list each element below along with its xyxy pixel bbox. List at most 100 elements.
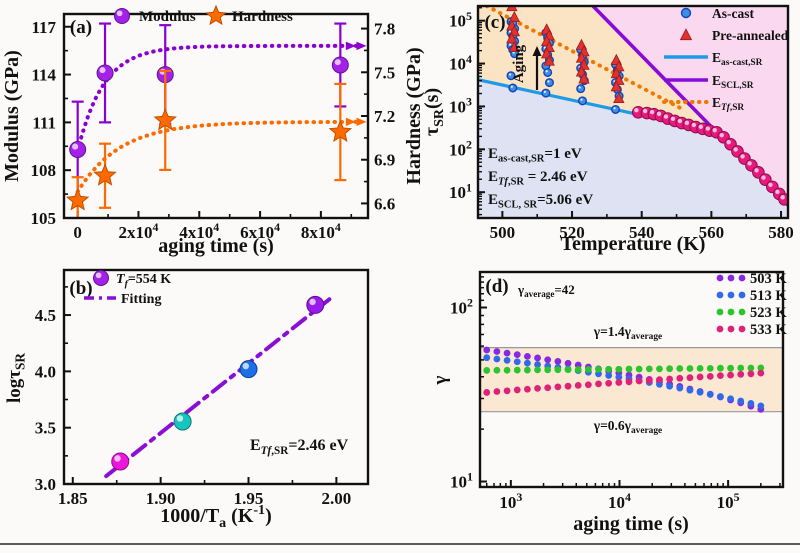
a-y-left-tick-label: 114	[31, 66, 56, 85]
b-x-axis: 1.85 1.90 1.95 2.00	[58, 477, 351, 508]
c-y-tick-label: 103	[449, 95, 472, 117]
d-x-axis-title: aging time (s)	[573, 513, 689, 535]
d-gamma-average-annotation: γaverage=42	[517, 282, 575, 299]
a-x-axis-title: aging time (s)	[158, 235, 274, 257]
c-legend-label: ESCL,SR	[712, 73, 754, 91]
c-aging-annotation: Aging	[511, 44, 542, 90]
c-energy-annotation: ETf,SR = 2.46 eV	[488, 169, 588, 188]
b-x-tick-label: 1.85	[58, 489, 88, 508]
d-series-523K	[483, 364, 765, 374]
a-y-left-tick-label: 111	[32, 113, 56, 132]
panel-c-chart: 500 520 540 560 580 101 102 103 104 105 Temperatur…	[421, 4, 794, 255]
a-x-tick-label: 0	[73, 223, 82, 242]
c-y-tick-label: 101	[449, 180, 472, 202]
a-x-tick-label: 4x104	[179, 220, 219, 242]
a-x-tick-label: 2x104	[119, 220, 159, 242]
d-legend-label: 513 K	[750, 288, 787, 304]
c-energy-annotation: ESCL, SR=5.06 eV	[488, 192, 593, 211]
c-x-tick-label: 540	[629, 223, 655, 242]
a-data	[65, 22, 367, 218]
c-x-tick-label: 520	[559, 223, 585, 242]
d-legend-label: 533 K	[750, 322, 787, 338]
a-y-right-tick-label: 6.6	[374, 194, 395, 213]
a-y-left-axis-title: Modulus (GPa)	[1, 50, 23, 182]
c-y-tick-label: 104	[449, 52, 472, 74]
b-legend: Tf=554 K Fitting	[84, 270, 171, 307]
c-y-axis-title: τSR(s)	[421, 88, 447, 136]
d-series-533K	[483, 369, 765, 396]
b-x-tick-label: 1.95	[234, 489, 264, 508]
a-y-axis-left: 105 108 111 114 117	[31, 18, 71, 228]
d-y-axis-title: γ	[430, 375, 451, 385]
b-fit-line	[104, 297, 332, 479]
d-x-axis: 103 104 105	[486, 480, 781, 512]
a-y-right-tick-label: 7.8	[374, 20, 395, 39]
b-y-axis-title: logτSR	[4, 353, 28, 403]
d-panel-label: (d)	[485, 276, 508, 297]
a-y-right-tick-label: 6.9	[374, 151, 395, 170]
a-x-axis: 0 2x104 4x104 6x104 8x104	[73, 211, 353, 242]
a-panel-label: (a)	[70, 17, 92, 38]
panel-b: 1.85 1.90 1.95 2.00 3.0 3.5 4.0 4.5 1000/Ta (K-1…	[0, 258, 400, 550]
a-y-right-tick-label: 7.5	[374, 63, 395, 82]
panel-b-chart: 1.85 1.90 1.95 2.00 3.0 3.5 4.0 4.5 1000/Ta (K-1…	[4, 268, 370, 531]
b-points	[111, 295, 325, 471]
d-y-axis: 101 102	[450, 276, 487, 492]
c-x-tick-label: 580	[768, 223, 794, 242]
c-x-tick-label: 560	[699, 223, 725, 242]
a-y-left-tick-label: 117	[31, 18, 56, 37]
a-y-right-axis-title: Hardness (GPa)	[403, 47, 425, 184]
c-aging-label: Aging	[511, 44, 527, 83]
c-y-tick-label: 102	[449, 138, 472, 160]
a-y-left-tick-label: 105	[31, 209, 57, 228]
b-y-tick-label: 3.0	[35, 475, 56, 494]
c-energy-annotation: Eas-cast,SR=1 eV	[488, 146, 582, 165]
d-x-tick-label: 104	[608, 490, 631, 512]
c-legend-label: Eas-cast,SR	[712, 50, 763, 68]
d-band-top-annotation: γ=1.4γaverage	[593, 324, 662, 342]
c-pre-annealed-points	[506, 6, 625, 103]
c-energy-annotations: Eas-cast,SR=1 eV ETf,SR = 2.46 eV ESCL, SR…	[488, 146, 593, 211]
b-y-tick-label: 4.0	[35, 362, 56, 381]
b-x-tick-label: 1.90	[146, 489, 176, 508]
panel-c: 500 520 540 560 580 101 102 103 104 105 Temperatur…	[400, 0, 800, 263]
b-energy-annotation: ETf,SR=2.46 eV	[250, 437, 349, 457]
b-y-tick-label: 4.5	[35, 306, 56, 325]
c-y-axis: 101 102 103 104 105	[449, 7, 485, 216]
d-band-bottom-annotation: γ=0.6γaverage	[593, 418, 662, 436]
c-x-axis: 500 520 540 560 580	[490, 211, 794, 242]
panel-a-chart: 0 2x104 4x104 6x104 8x1041051081111141176.66…	[1, 4, 425, 257]
c-panel-label: (c)	[484, 12, 505, 33]
c-y-tick-label: 105	[449, 9, 472, 31]
b-y-axis: 3.0 3.5 4.0 4.5	[35, 286, 71, 494]
panel-d-chart: 103 104 105 101 102 aging time (s) γ (d) γaverag…	[430, 270, 787, 535]
a-legend-hardness-label: Hardness	[232, 9, 293, 25]
b-legend-tf-label: Tf=554 K	[116, 272, 171, 289]
a-legend-modulus-label: Modulus	[139, 9, 196, 25]
a-x-tick-label: 6x104	[240, 220, 280, 242]
d-y-tick-label: 101	[450, 470, 473, 492]
a-legend: Modulus Hardness	[114, 4, 293, 26]
c-legend: As-cast Pre-annealed Eas-cast,SR ESCL,SR ETf…	[662, 6, 789, 113]
b-x-axis-title: 1000/Ta (K-1)	[160, 503, 271, 531]
d-x-tick-label: 103	[499, 490, 522, 512]
a-y-axis-right: 6.6 6.9 7.2 7.5 7.8	[361, 20, 395, 213]
c-relaxation-spheres	[631, 105, 788, 206]
d-legend-label: 503 K	[750, 271, 787, 287]
panel-d: 103 104 105 101 102 aging time (s) γ (d) γaverag…	[400, 258, 800, 550]
a-x-tick-label: 8x104	[301, 220, 341, 242]
a-hardness-series	[65, 69, 367, 218]
d-x-tick-label: 105	[717, 490, 740, 512]
c-legend-label: Pre-annealed	[712, 28, 789, 43]
c-x-tick-label: 500	[490, 223, 516, 242]
a-modulus-series	[69, 22, 367, 199]
b-panel-label: (b)	[69, 278, 92, 299]
c-x-axis-title: Temperature (K)	[561, 233, 706, 255]
d-y-tick-label: 102	[450, 296, 473, 318]
panel-a: 0 2x104 4x104 6x104 8x104 105 108 111 114 117 6.6 6…	[0, 0, 440, 263]
a-y-right-tick-label: 7.2	[374, 107, 395, 126]
figure-divider	[0, 543, 800, 545]
b-x-tick-label: 2.00	[321, 489, 351, 508]
